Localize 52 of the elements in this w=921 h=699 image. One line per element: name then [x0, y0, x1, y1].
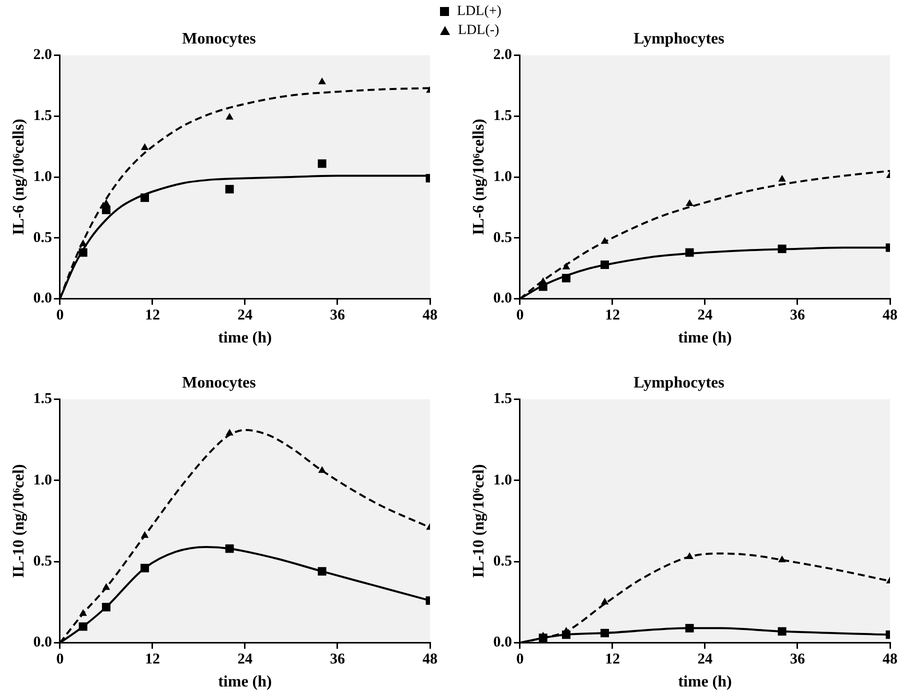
y-axis-title: IL-10 (ng/10⁶cel)	[470, 464, 488, 578]
x-tick-label: 12	[144, 308, 160, 324]
x-tick-label: 0	[56, 652, 64, 668]
chart-title: Monocytes	[182, 374, 256, 392]
x-tick-label: 48	[882, 308, 898, 324]
x-tick-label: 12	[604, 652, 620, 668]
x-tick-label: 24	[237, 652, 253, 668]
y-tick-label: 0.5	[33, 553, 52, 570]
y-tick-label: 2.0	[493, 47, 512, 64]
chart-title: Lymphocytes	[634, 374, 724, 392]
y-tick-label: 0.0	[493, 290, 512, 307]
x-tick-label: 0	[516, 308, 524, 324]
y-tick-label: 0.0	[33, 634, 52, 651]
legend-label: LDL(+)	[457, 4, 502, 20]
x-tick-label: 0	[56, 308, 64, 324]
chart-title: Monocytes	[182, 30, 256, 48]
x-tick-label: 36	[790, 652, 806, 668]
x-tick-label: 24	[237, 308, 253, 324]
y-tick-label: 1.0	[33, 168, 52, 185]
y-tick-label: 1.0	[33, 472, 52, 488]
x-axis-title: time (h)	[218, 674, 272, 691]
x-tick-label: 48	[882, 652, 898, 668]
y-tick-label: 0.5	[33, 230, 52, 246]
x-tick-label: 0	[516, 652, 524, 668]
y-axis-title: IL-6 (ng/10⁶cells)	[10, 118, 28, 236]
x-axis-title: time (h)	[678, 674, 732, 691]
x-axis-title: time (h)	[678, 330, 732, 347]
x-tick-label: 36	[330, 308, 346, 324]
y-tick-label: 1.0	[493, 168, 512, 185]
x-tick-label: 36	[790, 308, 806, 324]
x-tick-label: 24	[697, 652, 713, 668]
y-tick-label: 1.0	[493, 472, 512, 488]
chart-title: Lymphocytes	[634, 30, 724, 48]
y-tick-label: 0.5	[493, 230, 512, 246]
y-tick-label: 2.0	[33, 47, 52, 64]
x-tick-label: 24	[697, 308, 713, 324]
y-tick-label: 1.5	[33, 108, 52, 124]
x-tick-label: 48	[422, 652, 438, 668]
y-tick-label: 1.5	[493, 391, 512, 408]
x-axis-title: time (h)	[218, 330, 272, 347]
y-tick-label: 0.0	[493, 634, 512, 651]
y-tick-label: 0.5	[493, 553, 512, 570]
y-tick-label: 1.5	[33, 391, 52, 408]
y-tick-label: 0.0	[33, 290, 52, 307]
x-tick-label: 36	[330, 652, 346, 668]
x-tick-label: 12	[604, 308, 620, 324]
legend-label: LDL(-)	[458, 22, 500, 38]
x-tick-label: 12	[144, 652, 160, 668]
y-axis-title: IL-10 (ng/10⁶cel)	[10, 464, 28, 578]
y-tick-label: 1.5	[493, 108, 512, 124]
x-tick-label: 48	[422, 308, 438, 324]
y-axis-title: IL-6 (ng/10⁶cells)	[470, 118, 488, 236]
